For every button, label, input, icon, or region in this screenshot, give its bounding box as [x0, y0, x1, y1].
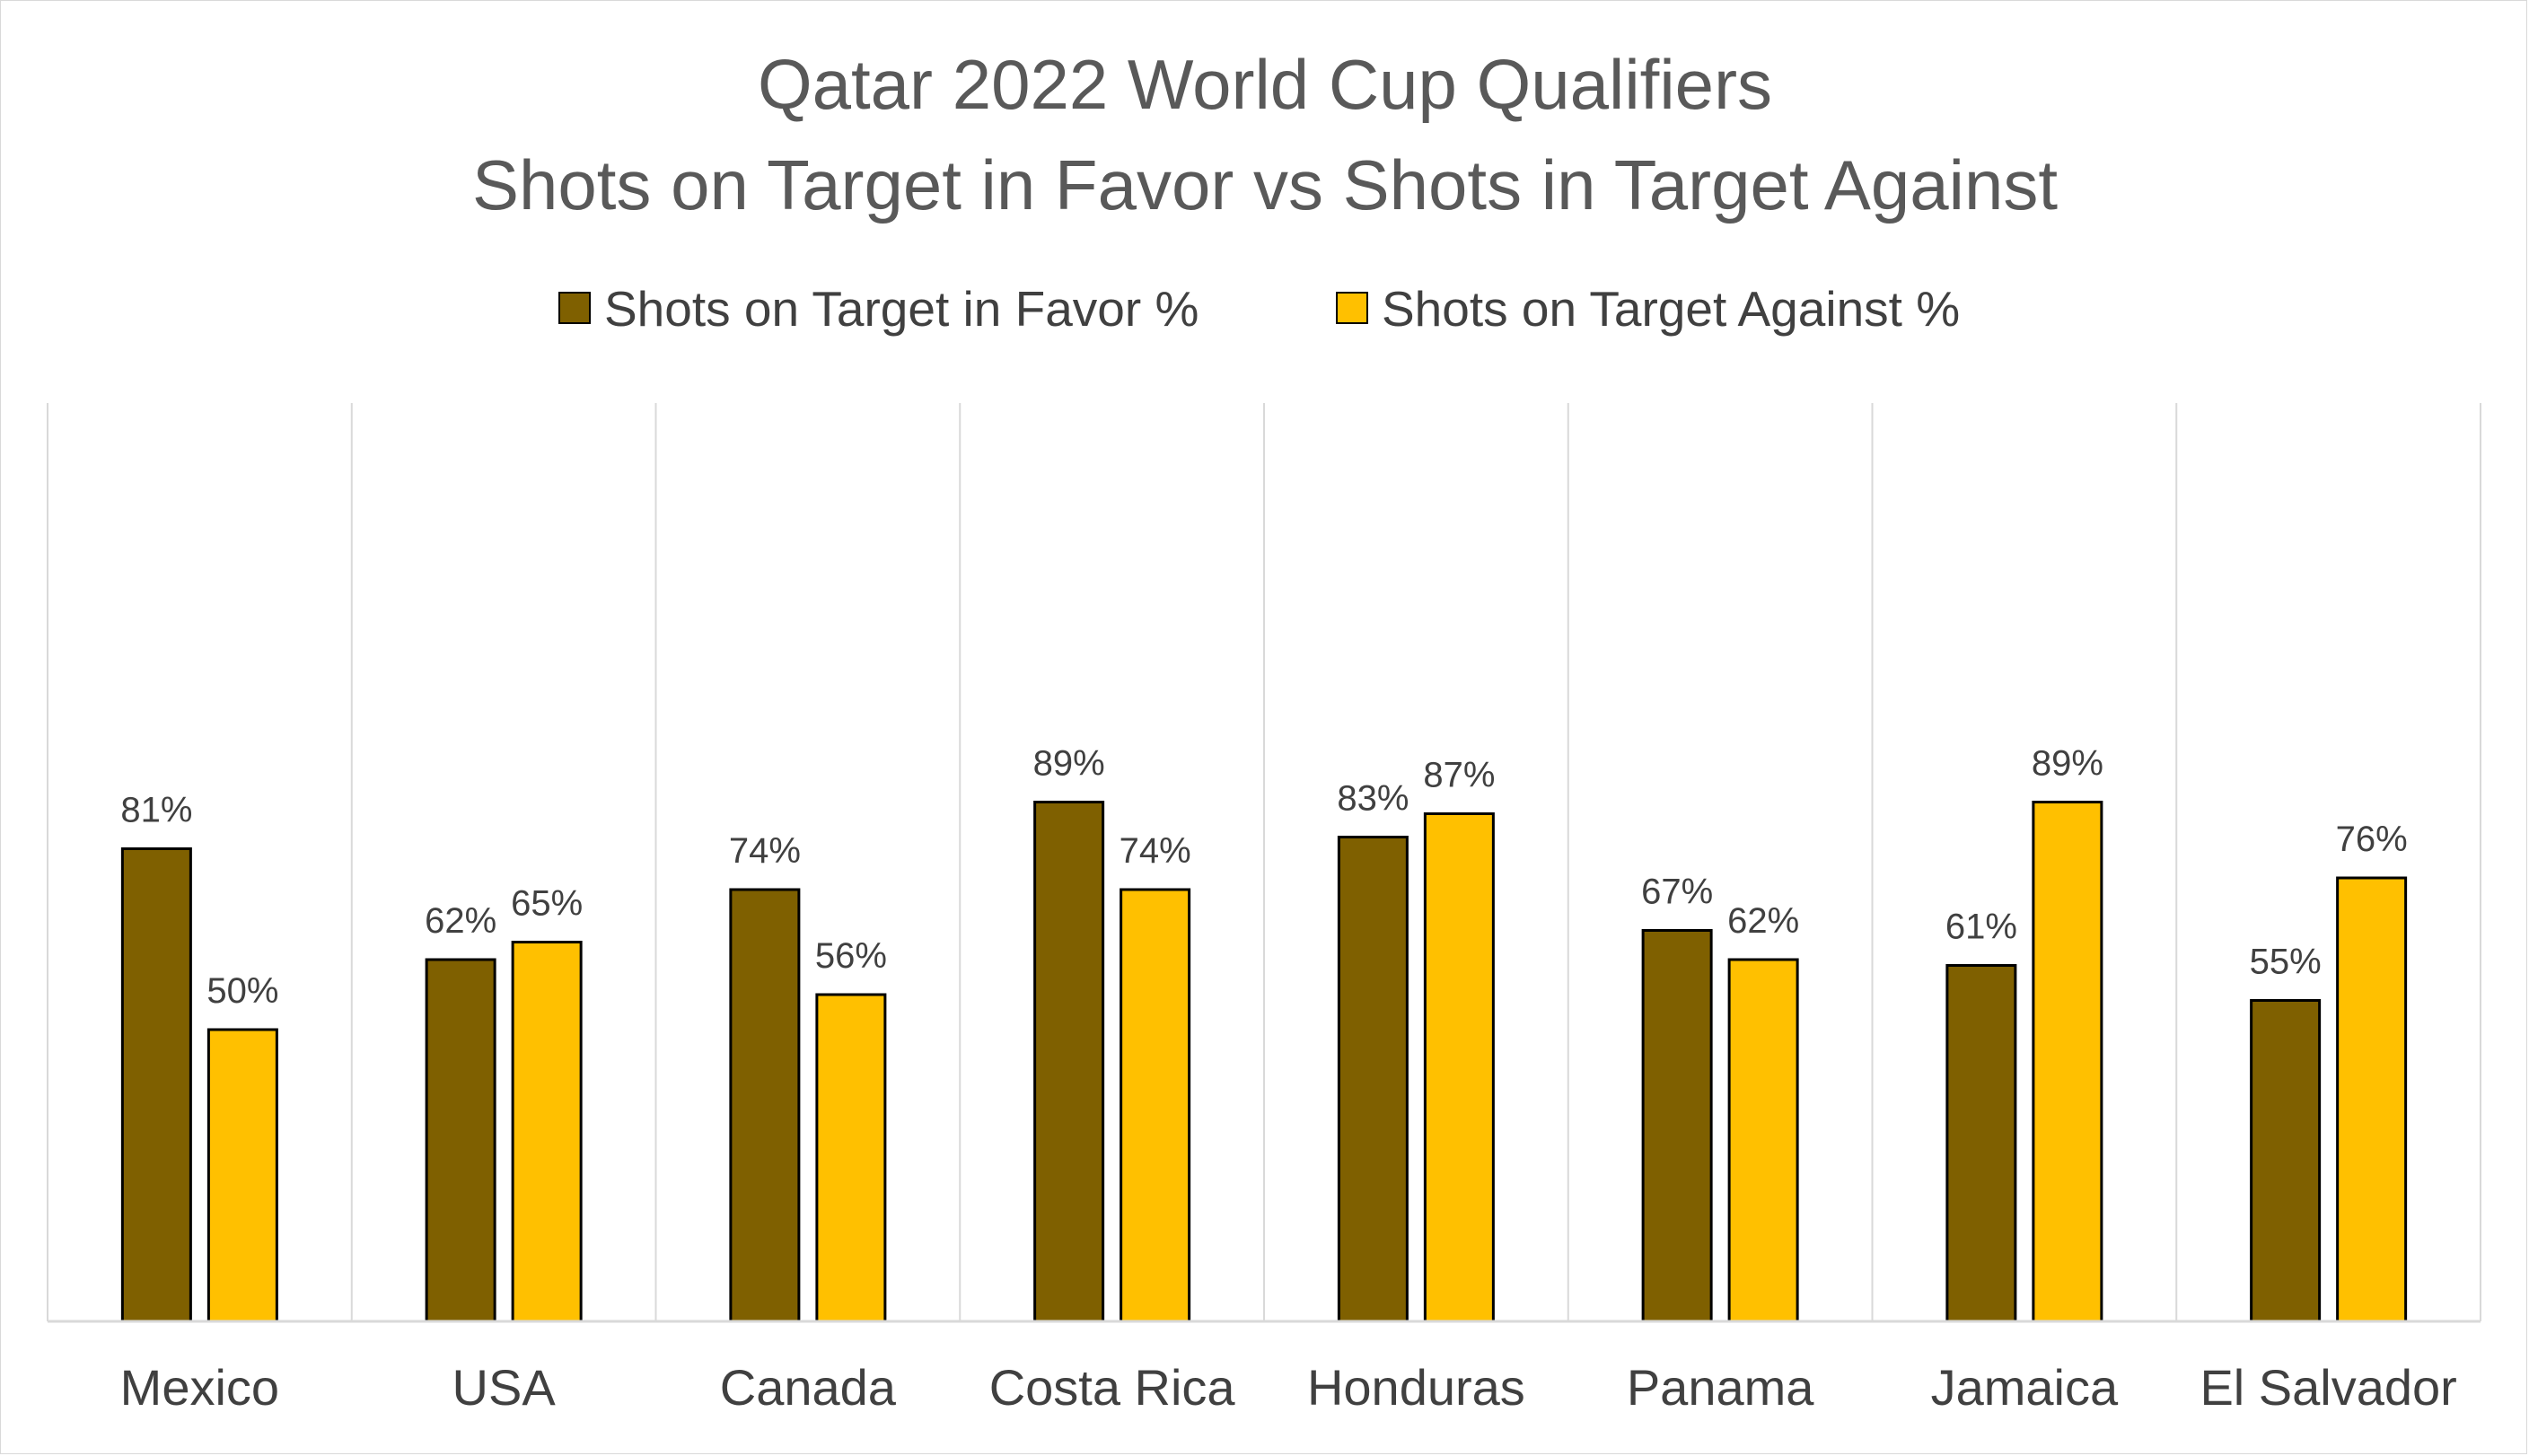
- data-label-mexico-against: 50%: [206, 971, 278, 1011]
- data-label-jamaica-favor: 61%: [1945, 908, 2017, 947]
- data-label-costa-rica-favor: 89%: [1033, 744, 1105, 784]
- data-label-honduras-against: 87%: [1423, 756, 1495, 795]
- bars: [120, 801, 2408, 1323]
- category-label-honduras: Honduras: [1307, 1359, 1525, 1416]
- bar-el-salvador-against: [2336, 876, 2408, 1323]
- bar-usa-favor: [425, 958, 496, 1323]
- legend: Shots on Target in Favor % Shots on Targ…: [558, 281, 1960, 337]
- bar-mexico-favor: [120, 847, 192, 1323]
- data-labels: 81% 50% 62% 65% 74% 56% 89% 74% 83% 87% 67% 62% 61% 8…: [120, 744, 2407, 1012]
- category-label-el-salvador: El Salvador: [2200, 1359, 2456, 1416]
- category-label-jamaica: Jamaica: [1931, 1359, 2119, 1416]
- category-label-panama: Panama: [1627, 1359, 1814, 1416]
- legend-swatch-favor: [558, 292, 591, 324]
- category-gridlines: [47, 403, 2481, 1321]
- data-label-mexico-favor: 81%: [120, 791, 192, 830]
- bar-honduras-against: [1423, 812, 1495, 1323]
- bar-canada-favor: [729, 888, 801, 1323]
- category-label-canada: Canada: [720, 1359, 897, 1416]
- bar-costa-rica-against: [1120, 888, 1191, 1323]
- data-label-canada-against: 56%: [815, 936, 887, 976]
- bar-honduras-favor: [1337, 836, 1409, 1323]
- data-label-honduras-favor: 83%: [1337, 779, 1409, 819]
- data-label-usa-against: 65%: [511, 884, 583, 924]
- data-label-el-salvador-against: 76%: [2336, 820, 2408, 859]
- bar-costa-rica-favor: [1033, 801, 1105, 1323]
- bar-el-salvador-favor: [2250, 999, 2322, 1323]
- category-label-mexico: Mexico: [120, 1359, 279, 1416]
- data-label-costa-rica-against: 74%: [1120, 831, 1191, 871]
- category-axis-labels: Mexico USA Canada Costa Rica Honduras Panama J…: [120, 1359, 2457, 1416]
- data-label-panama-against: 62%: [1727, 901, 1799, 941]
- bar-panama-against: [1727, 958, 1799, 1323]
- bar-usa-against: [511, 941, 583, 1323]
- category-label-usa: USA: [452, 1359, 557, 1416]
- legend-label-against: Shots on Target Against %: [1382, 281, 1960, 337]
- data-label-usa-favor: 62%: [425, 901, 496, 941]
- data-label-el-salvador-favor: 55%: [2250, 943, 2322, 982]
- legend-label-favor: Shots on Target in Favor %: [604, 281, 1199, 337]
- bar-mexico-against: [206, 1028, 278, 1323]
- data-label-canada-favor: 74%: [729, 831, 801, 871]
- bar-panama-favor: [1641, 929, 1713, 1323]
- category-label-costa-rica: Costa Rica: [989, 1359, 1236, 1416]
- data-label-panama-favor: 67%: [1641, 873, 1713, 912]
- bar-jamaica-against: [2032, 801, 2103, 1323]
- chart-subtitle: Shots on Target in Favor vs Shots in Tar…: [472, 145, 2058, 224]
- data-label-jamaica-against: 89%: [2032, 744, 2103, 784]
- chart-title: Qatar 2022 World Cup Qualifiers: [758, 45, 1772, 124]
- bar-jamaica-favor: [1945, 964, 2017, 1323]
- legend-swatch-against: [1336, 292, 1368, 324]
- bar-canada-against: [815, 993, 887, 1323]
